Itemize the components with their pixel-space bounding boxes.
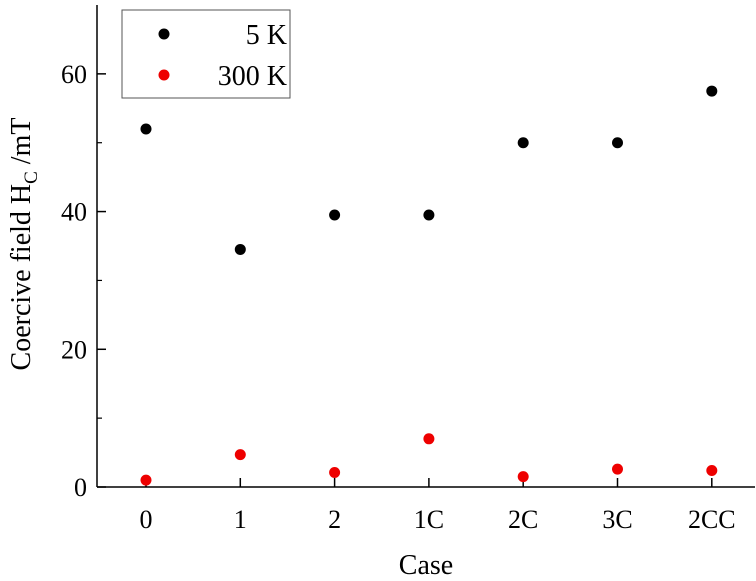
x-tick-label: 0	[140, 505, 153, 534]
data-point-5k	[234, 243, 246, 255]
y-tick-label: 20	[61, 335, 87, 364]
data-point-300k	[140, 474, 152, 486]
data-point-300k	[423, 433, 435, 445]
legend-label-300k: 300 K	[218, 61, 287, 92]
data-point-300k	[517, 471, 529, 483]
data-point-5k	[706, 85, 718, 97]
data-points	[140, 85, 718, 486]
data-point-300k	[234, 449, 246, 461]
legend-label-5k: 5 K	[246, 20, 287, 51]
data-point-5k	[329, 209, 341, 221]
data-point-5k	[423, 209, 435, 221]
y-tick-label: 40	[61, 198, 87, 227]
legend-marker-300k	[158, 69, 170, 81]
x-axis-title: Case	[399, 550, 453, 581]
y-axis-title: Coercive field HC /mT	[6, 118, 42, 371]
legend: 5 K 300 K	[121, 9, 291, 99]
x-tick-label: 2	[328, 505, 341, 534]
x-tick-label: 3C	[602, 505, 632, 534]
y-tick-label: 60	[61, 60, 87, 89]
data-point-300k	[612, 463, 623, 475]
x-tick-label: 1C	[414, 505, 444, 534]
x-tick-label: 1	[234, 505, 247, 534]
x-tick-label: 2CC	[688, 505, 736, 534]
y-axis-title-subscript: C	[21, 171, 42, 184]
legend-marker-5k	[158, 28, 170, 40]
data-point-5k	[517, 137, 529, 149]
y-tick-label: 0	[74, 473, 87, 502]
tick-labels: 0 20 40 60 0 1 2 1C 2C 3C 2CC	[61, 60, 736, 534]
data-point-5k	[612, 137, 623, 149]
x-tick-label: 2C	[508, 505, 538, 534]
y-axis-title-main: Coercive field H	[6, 184, 37, 371]
data-point-300k	[329, 467, 341, 479]
data-point-300k	[706, 464, 718, 476]
y-axis-title-unit: /mT	[6, 118, 37, 172]
legend-box	[121, 9, 291, 99]
data-point-5k	[140, 123, 152, 135]
